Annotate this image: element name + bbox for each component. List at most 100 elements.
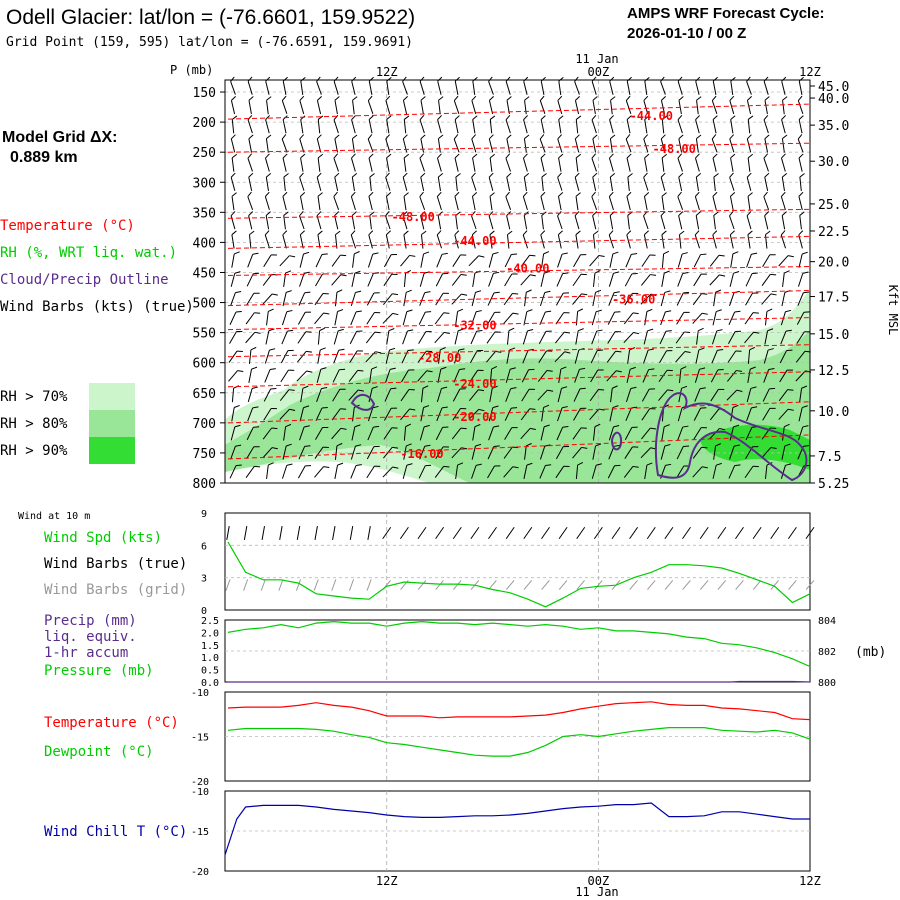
barb-flag — [694, 191, 700, 197]
barb-flag — [649, 408, 656, 410]
barb-shaft — [351, 273, 356, 287]
barb-shaft — [351, 215, 356, 230]
barb-flag — [403, 153, 410, 159]
barb-shaft — [729, 100, 735, 115]
barb-shaft — [557, 100, 563, 115]
barb-flag — [592, 134, 598, 140]
barb-flag — [440, 347, 446, 351]
barb-flag — [493, 271, 500, 274]
wind-barb — [263, 388, 277, 402]
wind-barb — [469, 389, 485, 401]
wind-barb — [592, 270, 601, 288]
wind-barb — [382, 466, 399, 478]
sfc-barb-true — [226, 526, 230, 540]
barb-flag — [664, 290, 671, 293]
barb-shaft — [591, 158, 597, 172]
wind-barb — [297, 465, 312, 479]
barb-shaft — [712, 465, 717, 479]
barb-flag — [374, 465, 381, 467]
barb-flag — [711, 95, 717, 101]
wind-barb — [643, 95, 649, 115]
barb-shaft — [296, 370, 308, 382]
wind-barb — [299, 230, 305, 249]
barb-flag — [459, 368, 466, 371]
barb-shaft — [592, 272, 596, 288]
barb-shaft — [368, 119, 373, 134]
barb-flag — [357, 389, 364, 392]
wind-barb — [506, 347, 516, 364]
barb-flag — [750, 366, 756, 370]
barb-shaft — [419, 426, 425, 441]
wind-barb — [591, 115, 597, 134]
barb-flag — [317, 192, 323, 197]
wind-barb — [798, 405, 808, 422]
wind-barb — [728, 464, 741, 479]
barb-shaft — [555, 446, 564, 460]
barb-shaft — [403, 426, 407, 441]
barb-shaft — [350, 465, 357, 479]
barb-flag — [333, 153, 339, 159]
barb-flag — [505, 153, 511, 159]
wind-barb — [541, 173, 547, 192]
barb-shaft — [300, 119, 304, 134]
wind-barb — [383, 273, 398, 287]
wind-barb — [677, 191, 684, 210]
sfc-barb-grid — [541, 580, 550, 590]
barb-shaft — [641, 254, 651, 267]
barb-shaft — [557, 138, 563, 153]
barb-flag — [677, 115, 683, 121]
barb-flag — [368, 153, 374, 159]
barb-flag — [683, 291, 690, 294]
barb-flag — [544, 270, 550, 274]
wind-barb — [300, 385, 309, 403]
barb-shaft — [798, 157, 803, 172]
height-tick-label: 35.0 — [818, 119, 849, 134]
sfc-barb-grid — [788, 580, 797, 590]
wind-barb — [245, 312, 261, 325]
barb-flag — [528, 368, 535, 371]
wind-barb — [246, 272, 260, 287]
barb-shaft — [625, 100, 632, 114]
wind-barb — [334, 309, 344, 326]
wind-barb — [248, 134, 254, 153]
barb-flag — [769, 407, 776, 409]
wind-barb — [262, 293, 278, 305]
barb-shaft — [454, 119, 459, 134]
wind-barb — [779, 349, 793, 364]
barb-flag — [438, 134, 444, 140]
pressure-tick-label: 550 — [193, 327, 216, 342]
wind-barb — [316, 367, 327, 383]
wind-barb — [314, 312, 330, 325]
wind-barb — [245, 331, 261, 344]
barb-shaft — [281, 465, 288, 479]
wind-barb — [521, 368, 535, 383]
barb-shaft — [744, 331, 754, 344]
wind-barb — [247, 252, 259, 268]
barb-shaft — [593, 526, 603, 540]
barb-shaft — [349, 350, 358, 364]
wind-barb — [384, 387, 397, 402]
wind-barb — [385, 172, 391, 191]
barb-shaft — [746, 100, 752, 115]
wind-barb — [778, 408, 794, 420]
barb-flag — [373, 425, 380, 428]
barb-flag — [368, 230, 374, 236]
barb-flag — [424, 291, 431, 294]
sfc-barb-grid — [576, 580, 585, 590]
wind-barb — [641, 254, 656, 267]
isotherm-line — [227, 103, 811, 120]
wind-barb — [419, 115, 425, 134]
barb-shaft — [403, 272, 407, 288]
barb-flag — [615, 350, 622, 353]
wind-barb — [231, 404, 240, 422]
barb-flag — [596, 463, 602, 466]
wind-barb — [661, 270, 670, 287]
barb-flag — [713, 173, 719, 178]
barb-flag — [253, 292, 260, 294]
wind-barb — [488, 425, 500, 441]
wind-barb — [454, 115, 460, 134]
barb-flag — [749, 346, 756, 351]
wind-barb — [452, 388, 466, 402]
isotherm-label: -40.00 — [506, 261, 549, 275]
barb-flag — [494, 331, 501, 333]
